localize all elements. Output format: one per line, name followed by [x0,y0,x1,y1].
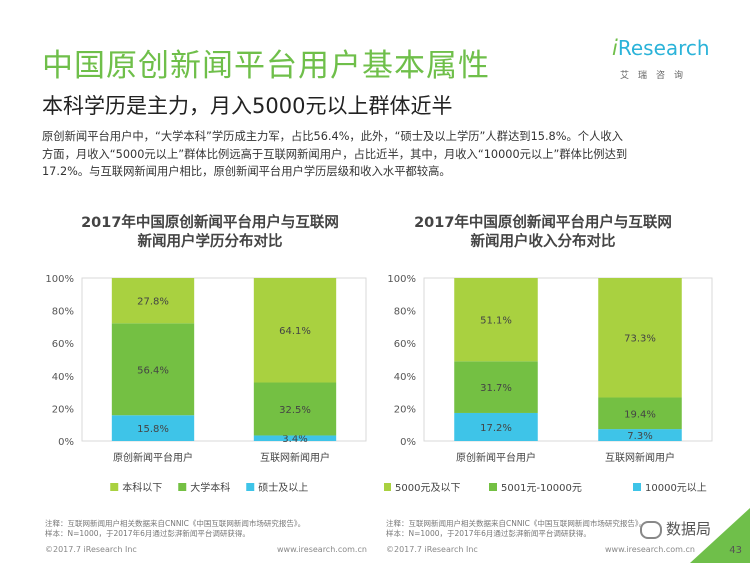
plot-frame [423,277,713,442]
y-tick-label: 40% [394,372,416,383]
y-tick-label: 0% [58,437,74,448]
y-tick-label: 40% [52,372,74,383]
note-line: 样本：N=1000，于2017年6月通过彭湃新闻平台调研获得。 [45,529,250,538]
footer-copyright-left: ©2017.7 iResearch Inc [45,545,137,554]
legend-swatch [633,483,641,491]
legend-label: 本科以下 [122,481,162,494]
legend-label: 10000元以上 [645,482,707,494]
data-label: 19.4% [624,409,656,420]
page-title: 中国原创新闻平台用户基本属性 [42,48,490,84]
data-label: 56.4% [137,365,169,376]
income-chart: 0% 20% 40% 60% 80% 100% 17.2% 31.7% 51.1% 原创新闻平台用… [384,274,713,494]
data-label: 17.2% [480,423,512,434]
note-line: 注释：互联网新闻用户相关数据来自CNNIC《中国互联网新闻市场研究报告》。 [45,519,306,528]
y-tick-label: 80% [394,307,416,318]
data-label: 31.7% [480,383,512,394]
footer-url-right: www.iresearch.com.cn [605,545,695,554]
footer-url-left: www.iresearch.com.cn [277,545,367,554]
y-tick-label: 100% [45,274,74,285]
legend-swatch [110,483,119,491]
chart-title-income: 2017年中国原创新闻平台用户与互联网 新闻用户收入分布对比 [378,214,708,252]
y-tick-label: 60% [52,339,74,350]
y-tick-label: 100% [387,274,416,285]
education-chart: 0% 20% 40% 60% 80% 100% 15.8% 56.4% 27.8% 原创新闻平台用… [45,274,367,494]
data-label: 51.1% [480,316,512,327]
chart-note-education: 注释：互联网新闻用户相关数据来自CNNIC《中国互联网新闻市场研究报告》。 样本… [45,519,305,539]
bar-segment [454,412,538,441]
legend-label: 5001元-10000元 [501,483,582,494]
bar-segment [598,278,682,398]
bar-segment [598,429,682,441]
bar-segment [253,278,337,383]
bar-segment [598,397,682,430]
bar-segment [454,361,538,413]
data-label: 27.8% [137,297,169,308]
data-label: 73.3% [624,334,656,345]
corner-decoration [690,508,750,563]
y-tick-label: 0% [400,437,416,448]
summary-paragraph: 原创新闻平台用户中，“大学本科”学历成主力军，占比56.4%，此外，“硕士及以上… [42,128,722,181]
chart-title-line: 2017年中国原创新闻平台用户与互联网 [414,215,672,231]
summary-line: 方面，月收入“5000元以上”群体比例远高于互联网新闻用户，占比近半，其中，月收… [42,147,628,161]
data-label: 64.1% [279,326,311,337]
y-tick-label: 20% [52,404,74,415]
category-label: 原创新闻平台用户 [456,451,536,464]
legend-label: 5000元及以下 [395,482,460,494]
note-line: 样本：N=1000，于2017年6月通过彭湃新闻平台调研获得。 [386,529,591,538]
chart-title-line: 新闻用户收入分布对比 [470,234,616,250]
summary-line: 原创新闻平台用户中，“大学本科”学历成主力军，占比56.4%，此外，“硕士及以上… [42,130,623,143]
iresearch-logo: iResearch [612,36,722,86]
logo-research-text: Research [617,36,710,60]
bar-segment [253,382,337,436]
summary-line: 17.2%。与互联网新闻用户相比，原创新闻平台用户学历层级和收入水平都较高。 [42,165,451,178]
data-label: 7.3% [627,431,652,442]
category-label: 互联网新闻用户 [260,451,330,464]
legend-swatch [178,483,187,491]
data-label: 3.4% [282,434,307,445]
page-subtitle: 本科学历是主力，月入5000元以上群体近半 [42,94,453,118]
chart-title-education: 2017年中国原创新闻平台用户与互联网 新闻用户学历分布对比 [45,214,375,252]
page-number: 43 [729,545,742,556]
bar-segment [253,435,337,441]
wechat-icon [640,520,662,539]
legend-label: 硕士及以上 [258,481,308,494]
logo-i-letter: i [612,36,618,60]
chart-note-income: 注释：互联网新闻用户相关数据来自CNNIC《中国互联网新闻市场研究报告》。 样本… [386,519,646,539]
chart-title-line: 2017年中国原创新闻平台用户与互联网 [81,215,339,231]
y-tick-label: 20% [394,404,416,415]
bar-segment [111,278,195,324]
legend-swatch [489,483,497,491]
category-label: 原创新闻平台用户 [113,451,193,464]
bar-segment [111,415,195,441]
logo-subtitle: 艾瑞咨询 [620,71,693,81]
legend-swatch [384,483,391,491]
y-tick-label: 80% [52,307,74,318]
legend-swatch [246,483,255,491]
data-label: 32.5% [279,405,311,416]
bar-segment [111,323,195,416]
chart-title-line: 新闻用户学历分布对比 [137,234,283,250]
data-label: 15.8% [137,424,169,435]
footer-copyright-right: ©2017.7 iResearch Inc [386,545,478,554]
bar-segment [454,278,538,362]
note-line: 注释：互联网新闻用户相关数据来自CNNIC《中国互联网新闻市场研究报告》。 [386,519,647,528]
y-tick-label: 60% [394,339,416,350]
category-label: 互联网新闻用户 [605,451,675,464]
plot-frame [81,277,367,442]
legend-label: 大学本科 [190,481,230,494]
